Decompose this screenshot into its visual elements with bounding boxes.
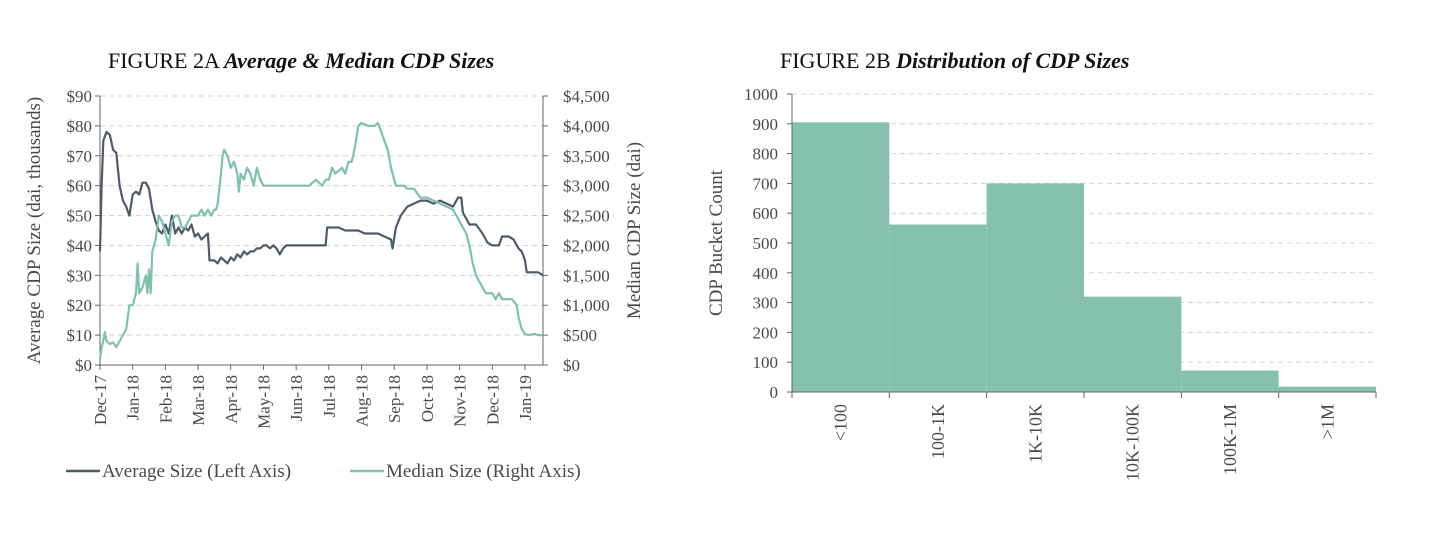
y-left-tick-label: $40 xyxy=(67,236,93,255)
y-left-tick-label: $60 xyxy=(67,177,93,196)
figure-2a-title-text: Average & Median CDP Sizes xyxy=(224,48,495,73)
histogram-bar xyxy=(1084,296,1182,392)
x-tick-label: May-18 xyxy=(254,375,273,429)
y-left-tick-label: $90 xyxy=(67,87,93,106)
y-right-tick-label: $0 xyxy=(563,356,580,375)
x-category-label: 100-1K xyxy=(928,404,948,459)
y-right-tick-label: $500 xyxy=(563,326,597,345)
x-tick-label: Mar-18 xyxy=(189,375,208,426)
x-category-label: 1K-10K xyxy=(1025,404,1045,463)
y-right-tick-label: $1,000 xyxy=(563,296,610,315)
series-average-line xyxy=(98,130,544,277)
y-left-tick-label: $80 xyxy=(67,117,93,136)
figure-2a-title: FIGURE 2A Average & Median CDP Sizes xyxy=(108,48,494,74)
x-category-label: 100K-1M xyxy=(1220,404,1240,475)
series-median-line xyxy=(98,121,543,360)
x-tick-label: Oct-18 xyxy=(418,375,437,422)
x-tick-label: Feb-18 xyxy=(156,375,175,423)
histogram-bar xyxy=(986,183,1084,392)
y-left-tick-label: $70 xyxy=(67,147,93,166)
y-tick-label: 400 xyxy=(753,264,779,283)
x-category-label: >1M xyxy=(1317,404,1337,439)
y-left-tick-label: $50 xyxy=(67,207,93,226)
y-right-tick-label: $2,500 xyxy=(563,207,610,226)
y-right-axis-label: Median CDP Size (dai) xyxy=(624,142,645,319)
y-tick-label: 0 xyxy=(770,383,779,402)
figure-2b-prefix: FIGURE 2B xyxy=(780,48,891,73)
y-tick-label: 800 xyxy=(753,145,779,164)
legend-average-label: Average Size (Left Axis) xyxy=(102,461,291,482)
y-right-tick-label: $1,500 xyxy=(563,266,610,285)
y-axis-label: CDP Bucket Count xyxy=(706,169,727,316)
x-tick-label: Jan-19 xyxy=(516,375,535,420)
figure-2b-title: FIGURE 2B Distribution of CDP Sizes xyxy=(780,48,1129,74)
figure-2b-title-text: Distribution of CDP Sizes xyxy=(896,48,1130,73)
histogram-bar xyxy=(889,224,987,392)
figure-2a-prefix: FIGURE 2A xyxy=(108,48,219,73)
y-tick-label: 600 xyxy=(753,204,779,223)
y-right-tick-label: $4,000 xyxy=(563,117,610,136)
y-tick-label: 300 xyxy=(753,294,779,313)
y-right-tick-label: $3,000 xyxy=(563,177,610,196)
x-tick-label: Sep-18 xyxy=(385,375,404,423)
histogram-bar xyxy=(792,122,890,392)
y-left-tick-label: $10 xyxy=(67,326,93,345)
y-right-tick-label: $3,500 xyxy=(563,147,610,166)
x-tick-label: Jul-18 xyxy=(320,375,339,418)
y-tick-label: 900 xyxy=(753,115,779,134)
x-tick-label: Apr-18 xyxy=(222,375,241,424)
x-category-label: 10K-100K xyxy=(1123,404,1143,481)
y-left-tick-label: $0 xyxy=(75,356,92,375)
x-tick-label: Dec-17 xyxy=(91,375,110,426)
x-tick-label: Nov-18 xyxy=(451,375,470,427)
x-tick-label: Dec-18 xyxy=(483,375,502,425)
y-tick-label: 500 xyxy=(753,234,779,253)
histogram-bar xyxy=(1181,370,1279,392)
x-tick-label: Jun-18 xyxy=(287,375,306,421)
y-left-tick-label: $20 xyxy=(67,296,93,315)
x-tick-label: Jan-18 xyxy=(124,375,143,420)
y-left-axis-label: Average CDP Size (dai, thousands) xyxy=(24,97,45,365)
x-tick-label: Aug-18 xyxy=(353,375,372,427)
y-tick-label: 200 xyxy=(753,323,779,342)
y-right-tick-label: $4,500 xyxy=(563,87,610,106)
y-tick-label: 100 xyxy=(753,353,779,372)
histogram-bar xyxy=(1278,386,1376,392)
y-left-tick-label: $30 xyxy=(67,266,93,285)
x-category-label: <100 xyxy=(831,404,851,441)
legend-median-label: Median Size (Right Axis) xyxy=(386,461,581,482)
y-tick-label: 1000 xyxy=(744,85,778,104)
y-tick-label: 700 xyxy=(753,174,779,193)
y-right-tick-label: $2,000 xyxy=(563,236,610,255)
